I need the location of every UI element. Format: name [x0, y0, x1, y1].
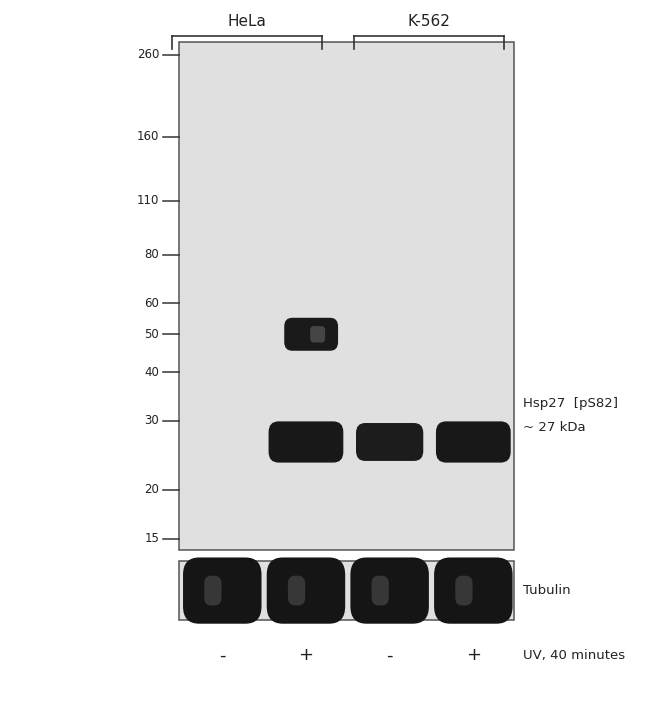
Text: 40: 40: [144, 366, 159, 379]
Text: 15: 15: [144, 532, 159, 545]
Text: 260: 260: [137, 48, 159, 61]
Text: 50: 50: [144, 328, 159, 341]
Text: 160: 160: [137, 130, 159, 144]
FancyBboxPatch shape: [204, 576, 222, 606]
Text: 60: 60: [144, 297, 159, 310]
Text: -: -: [219, 646, 226, 665]
FancyBboxPatch shape: [372, 576, 389, 606]
Text: 20: 20: [144, 483, 159, 496]
Text: Tubulin: Tubulin: [523, 585, 571, 597]
Text: 30: 30: [144, 414, 159, 428]
FancyBboxPatch shape: [268, 421, 343, 463]
FancyBboxPatch shape: [284, 318, 338, 350]
FancyBboxPatch shape: [455, 576, 473, 606]
Text: 110: 110: [137, 194, 159, 207]
Text: K-562: K-562: [408, 15, 450, 29]
FancyBboxPatch shape: [350, 557, 429, 624]
FancyBboxPatch shape: [356, 423, 423, 461]
Text: +: +: [466, 646, 481, 665]
Text: ~ 27 kDa: ~ 27 kDa: [523, 421, 586, 434]
FancyBboxPatch shape: [266, 557, 345, 624]
FancyBboxPatch shape: [183, 557, 261, 624]
FancyBboxPatch shape: [288, 576, 305, 606]
FancyBboxPatch shape: [434, 557, 513, 624]
Text: -: -: [386, 646, 393, 665]
Text: 80: 80: [144, 248, 159, 261]
Text: Hsp27  [pS82]: Hsp27 [pS82]: [523, 397, 618, 409]
Text: UV, 40 minutes: UV, 40 minutes: [523, 649, 625, 662]
Text: +: +: [298, 646, 313, 665]
FancyBboxPatch shape: [310, 326, 325, 343]
FancyBboxPatch shape: [436, 421, 511, 463]
Text: HeLa: HeLa: [227, 15, 266, 29]
Bar: [179, 561, 514, 620]
Bar: [179, 42, 514, 550]
